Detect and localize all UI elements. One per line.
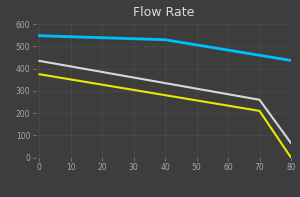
Line: Frankenpump: Frankenpump xyxy=(39,36,291,60)
Frankenpump xyxy=(37,34,41,37)
LT4 xyxy=(289,142,293,144)
LT4 xyxy=(37,60,41,62)
Line: LT4: LT4 xyxy=(39,61,291,143)
LF4 xyxy=(37,73,41,75)
Frankenpump xyxy=(258,54,261,57)
LF4 xyxy=(258,110,261,112)
LF4 xyxy=(289,156,293,159)
Title: Flow Rate: Flow Rate xyxy=(133,6,194,19)
Frankenpump xyxy=(163,39,167,41)
Line: LF4: LF4 xyxy=(39,74,291,158)
Frankenpump xyxy=(289,59,293,62)
LT4 xyxy=(258,98,261,101)
